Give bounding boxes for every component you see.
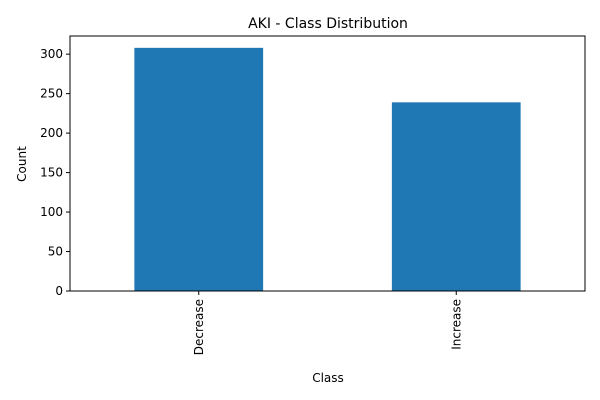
x-tick-label: Decrease <box>192 299 206 355</box>
plot-area: Decrease Increase 0 50 100 150 200 250 300 <box>40 35 586 355</box>
bar-decrease <box>134 47 264 292</box>
y-tick-label: 0 <box>55 284 63 298</box>
bar-increase <box>391 102 521 291</box>
y-tick-label: 200 <box>40 126 63 140</box>
y-tick-label: 50 <box>48 245 63 259</box>
y-tick-label: 300 <box>40 47 63 61</box>
chart-title: AKI - Class Distribution <box>248 16 408 32</box>
x-axis-label: Class <box>312 371 344 385</box>
y-axis-label: Count <box>15 146 29 182</box>
x-tick-label: Increase <box>449 299 463 350</box>
y-tick-label: 150 <box>40 166 63 180</box>
y-tick-label: 250 <box>40 87 63 101</box>
y-tick-label: 100 <box>40 205 63 219</box>
plot-frame <box>69 35 586 292</box>
